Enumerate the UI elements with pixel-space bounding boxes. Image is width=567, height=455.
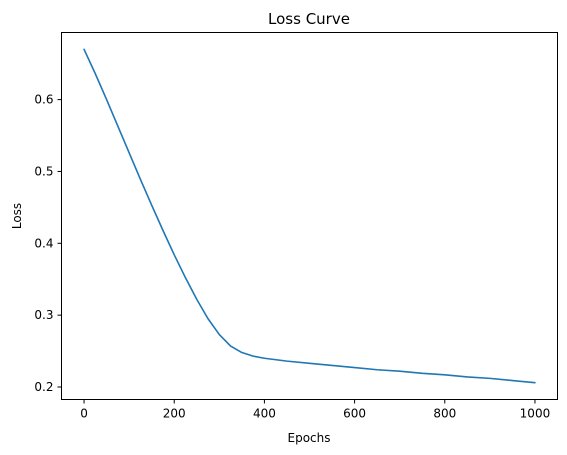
y-tick-label: 0.2 — [34, 380, 53, 394]
x-tick-label: 200 — [163, 407, 186, 421]
y-tick-label: 0.4 — [34, 236, 53, 250]
chart-title: Loss Curve — [268, 10, 350, 28]
x-axis: 0 200 400 600 800 1000 — [80, 399, 551, 421]
plot-area — [61, 32, 558, 400]
y-tick-label: 0.3 — [34, 308, 53, 322]
y-tick-label: 0.6 — [34, 93, 53, 107]
y-axis-label: Loss — [10, 203, 24, 229]
x-axis-label: Epochs — [288, 431, 331, 445]
x-tick-label: 400 — [253, 407, 276, 421]
x-tick-label: 600 — [343, 407, 366, 421]
x-tick-label: 800 — [433, 407, 456, 421]
x-tick-label: 0 — [80, 407, 88, 421]
loss-series-line — [83, 48, 536, 384]
y-tick-label: 0.5 — [34, 164, 53, 178]
y-axis: 0.2 0.3 0.4 0.5 0.6 — [34, 93, 62, 394]
x-tick-label: 1000 — [520, 407, 551, 421]
plot-frame — [61, 32, 558, 400]
